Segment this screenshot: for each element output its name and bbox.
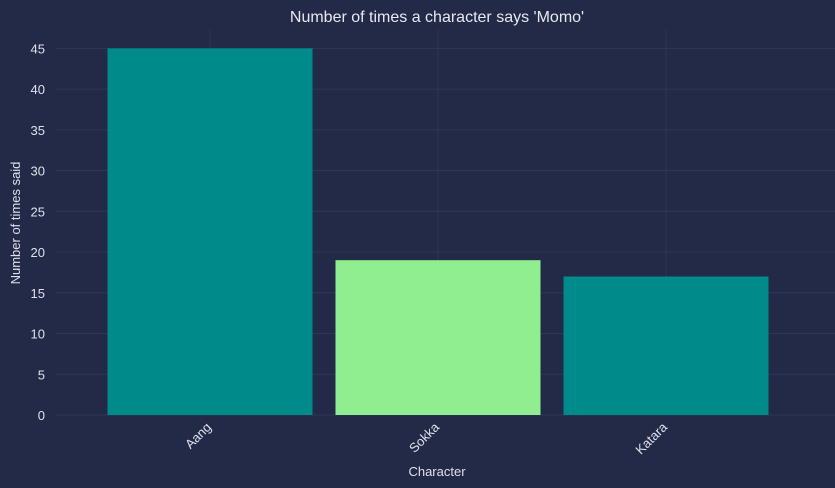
y-tick-label: 20 — [31, 245, 45, 260]
x-tick-label: Katara — [632, 419, 670, 457]
x-tick-labels: Aang Sokka Katara — [182, 419, 671, 457]
y-tick-label: 25 — [31, 204, 45, 219]
bar-aang — [107, 48, 313, 415]
bar-katara — [563, 276, 769, 415]
y-tick-label: 0 — [38, 408, 45, 423]
x-tick-label: Aang — [182, 420, 214, 452]
y-tick-label: 15 — [31, 286, 45, 301]
bar-sokka — [335, 260, 541, 415]
y-tick-labels: 0 5 10 15 20 25 30 35 40 45 — [31, 41, 45, 423]
x-tick-label: Sokka — [406, 419, 443, 456]
y-tick-label: 45 — [31, 41, 45, 56]
chart-title: Number of times a character says 'Momo' — [290, 9, 584, 26]
y-tick-label: 35 — [31, 123, 45, 138]
y-tick-label: 5 — [38, 367, 45, 382]
y-tick-label: 40 — [31, 82, 45, 97]
y-tick-label: 30 — [31, 164, 45, 179]
bars — [107, 48, 769, 415]
y-tick-label: 10 — [31, 327, 45, 342]
x-axis-label: Character — [408, 464, 466, 479]
y-axis-label: Number of times said — [8, 162, 23, 285]
